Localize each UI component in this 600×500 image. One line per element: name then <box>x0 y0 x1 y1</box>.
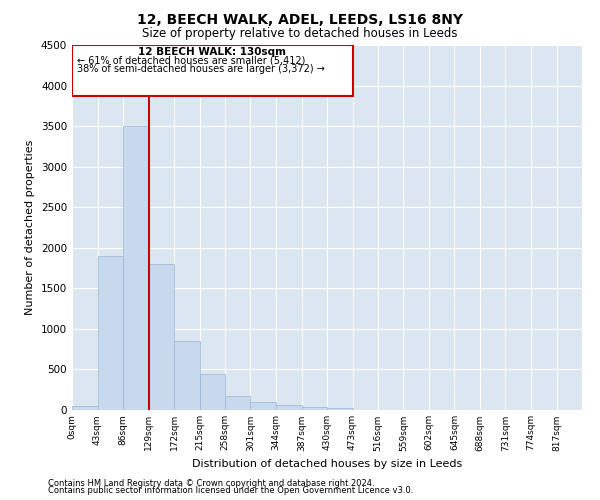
Text: Size of property relative to detached houses in Leeds: Size of property relative to detached ho… <box>142 28 458 40</box>
Bar <box>174 341 199 410</box>
Bar <box>199 374 225 410</box>
Bar <box>225 396 251 410</box>
Text: 12, BEECH WALK, ADEL, LEEDS, LS16 8NY: 12, BEECH WALK, ADEL, LEEDS, LS16 8NY <box>137 12 463 26</box>
X-axis label: Distribution of detached houses by size in Leeds: Distribution of detached houses by size … <box>192 459 462 469</box>
Text: Contains public sector information licensed under the Open Government Licence v3: Contains public sector information licen… <box>48 486 413 495</box>
Bar <box>327 408 353 410</box>
Bar <box>276 405 302 410</box>
Bar <box>149 264 174 410</box>
Y-axis label: Number of detached properties: Number of detached properties <box>25 140 35 315</box>
Bar <box>302 407 327 410</box>
Bar <box>72 406 97 410</box>
Text: 12 BEECH WALK: 130sqm: 12 BEECH WALK: 130sqm <box>138 48 286 58</box>
Text: Contains HM Land Registry data © Crown copyright and database right 2024.: Contains HM Land Registry data © Crown c… <box>48 478 374 488</box>
Bar <box>123 126 149 410</box>
Text: 38% of semi-detached houses are larger (3,372) →: 38% of semi-detached houses are larger (… <box>77 64 325 74</box>
Bar <box>97 256 123 410</box>
Bar <box>72 45 353 96</box>
Text: ← 61% of detached houses are smaller (5,412): ← 61% of detached houses are smaller (5,… <box>77 56 305 66</box>
Bar <box>251 402 276 410</box>
